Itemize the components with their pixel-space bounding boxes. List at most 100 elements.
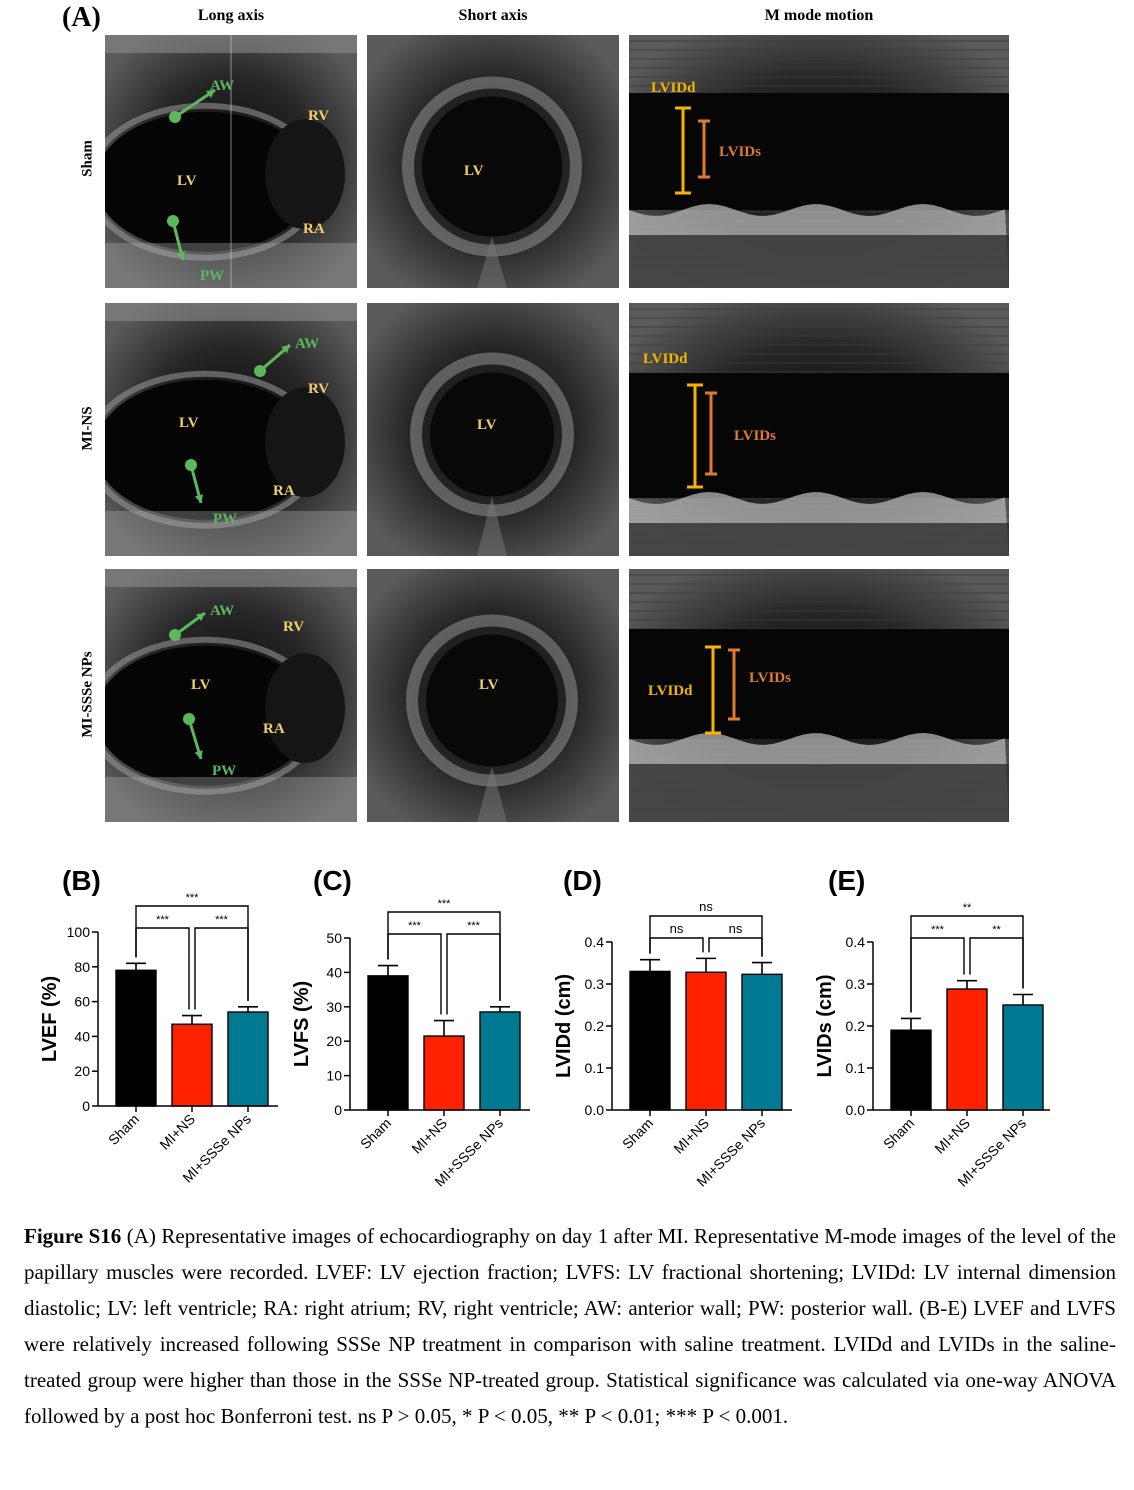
- lvids-caliper: [705, 391, 717, 476]
- echo-image-sham-m-mode: LVIDd LVIDs: [629, 35, 1009, 288]
- x-tick-label: MI+NS: [931, 1115, 973, 1157]
- label-pw: PW: [213, 511, 237, 527]
- significance-label: ***: [186, 892, 200, 904]
- echo-image-mi-ns-m-mode: LVIDd LVIDs: [629, 303, 1009, 556]
- significance-label: ***: [438, 898, 452, 910]
- significance-bracket: ns: [708, 921, 763, 957]
- bar-mi-ns: [171, 1023, 213, 1107]
- y-tick-label: 0.3: [585, 976, 605, 992]
- y-tick-label: 0: [82, 1098, 90, 1114]
- pw-arrow: [185, 459, 204, 504]
- panel-letter: (C): [313, 865, 352, 896]
- pw-arrow: [167, 215, 186, 261]
- significance-label: ***: [408, 920, 422, 932]
- bar-chart-e: (E) 0.0 0.1 0.2 0.3 0.4 LVIDs (cm) Sham MI+NS MI+…: [800, 860, 1053, 1205]
- significance-bracket: ***: [446, 920, 501, 1015]
- column-header-short-axis: Short axis: [458, 7, 528, 24]
- label-lvidd: LVIDd: [643, 351, 688, 367]
- significance-label: **: [992, 924, 1001, 936]
- significance-bracket: ns: [649, 921, 704, 954]
- bar-mi-ssse-nps: [227, 1011, 269, 1107]
- significance-bracket: ***: [135, 892, 249, 1001]
- label-lv: LV: [464, 163, 484, 179]
- lvidd-caliper: [705, 645, 721, 735]
- y-axis-label: LVFS (%): [291, 981, 313, 1067]
- label-lv: LV: [191, 677, 211, 693]
- significance-bracket: **: [910, 902, 1024, 1013]
- label-pw: PW: [212, 763, 236, 779]
- lvids-caliper: [728, 648, 740, 721]
- y-axis-label: LVIDs (cm): [814, 975, 836, 1078]
- echo-image-mi-ns-long-axis: AW RV LV RA PW: [105, 303, 357, 556]
- bar-mi-ssse-nps: [479, 1011, 521, 1111]
- label-aw: AW: [210, 78, 234, 94]
- significance-label: ns: [670, 921, 684, 936]
- label-rv: RV: [308, 381, 329, 397]
- bar-chart-d: (D) 0.0 0.1 0.2 0.3 0.4 LVIDd (cm) Sham MI+NS MI+…: [545, 860, 795, 1205]
- y-tick-label: 0.2: [846, 1018, 866, 1034]
- label-aw: AW: [210, 603, 234, 619]
- y-tick-label: 0.4: [585, 934, 605, 950]
- y-tick-label: 0.1: [585, 1060, 605, 1076]
- x-tick-label: MI+NS: [156, 1111, 198, 1153]
- caption-text: (A) Representative images of echocardiog…: [24, 1224, 1116, 1428]
- panel-letter: (B): [62, 865, 101, 896]
- significance-bracket: ***: [194, 914, 249, 1010]
- row-header-mi-ssse: MI-SSSe NPs: [79, 651, 96, 738]
- aw-arrow: [169, 611, 206, 641]
- label-lvids: LVIDs: [719, 144, 761, 160]
- x-tick-label: MI+NS: [408, 1115, 450, 1157]
- significance-label: ns: [729, 921, 743, 936]
- significance-label: ***: [467, 920, 481, 932]
- label-ra: RA: [263, 721, 285, 737]
- y-tick-label: 0.4: [846, 934, 866, 950]
- lvidd-caliper: [687, 383, 703, 489]
- echo-image-mi-ssse-m-mode: LVIDd LVIDs: [629, 569, 1009, 822]
- label-rv: RV: [283, 619, 304, 635]
- row-header-sham: Sham: [79, 140, 96, 177]
- significance-bracket: ns: [649, 899, 763, 957]
- x-tick-label: MI+NS: [670, 1115, 712, 1157]
- label-aw: AW: [295, 336, 319, 352]
- y-tick-label: 0.0: [585, 1102, 605, 1118]
- y-tick-label: 50: [326, 930, 342, 946]
- bar-sham: [115, 969, 157, 1107]
- y-tick-label: 80: [74, 959, 90, 975]
- bar-mi-ns: [946, 988, 988, 1111]
- aw-arrow: [254, 343, 291, 377]
- bar-sham: [367, 975, 409, 1111]
- bar-mi-ns: [423, 1035, 465, 1111]
- y-tick-label: 0: [334, 1102, 342, 1118]
- label-lv: LV: [479, 677, 499, 693]
- figure-caption: Figure S16 (A) Representative images of …: [24, 1218, 1116, 1434]
- x-tick-label: Sham: [880, 1115, 917, 1152]
- label-ra: RA: [273, 483, 295, 499]
- label-pw: PW: [200, 268, 224, 284]
- significance-label: **: [963, 902, 972, 914]
- echo-image-mi-ns-short-axis: LV: [367, 303, 619, 556]
- x-tick-label: Sham: [105, 1111, 142, 1148]
- lvids-caliper: [698, 119, 710, 179]
- y-tick-label: 0.3: [846, 976, 866, 992]
- panel-a-letter: (A): [62, 2, 101, 33]
- y-tick-label: 60: [74, 994, 90, 1010]
- y-axis-label: LVIDd (cm): [553, 974, 575, 1078]
- y-axis-label: LVEF (%): [39, 976, 61, 1062]
- significance-label: ***: [931, 924, 945, 936]
- label-lvidd: LVIDd: [651, 80, 696, 96]
- aw-arrow: [169, 88, 216, 123]
- echo-image-mi-ssse-long-axis: AW RV LV RA PW: [105, 569, 357, 822]
- bar-sham: [629, 970, 671, 1111]
- y-tick-label: 0.2: [585, 1018, 605, 1034]
- bar-chart-b: (B) 0 20 40 60 80 100 LVEF (%) Sham MI+NS MI+SSSe …: [30, 860, 290, 1205]
- echo-image-sham-long-axis: AW RV LV RA PW: [105, 35, 357, 288]
- row-header-mi-ns: MI-NS: [79, 406, 96, 451]
- y-tick-label: 100: [67, 924, 91, 940]
- echo-image-mi-ssse-short-axis: LV: [367, 569, 619, 822]
- label-lv: LV: [179, 415, 199, 431]
- significance-bracket: ***: [387, 898, 501, 1001]
- y-tick-label: 20: [74, 1063, 90, 1079]
- x-tick-label: Sham: [619, 1115, 656, 1152]
- y-tick-label: 0.0: [846, 1102, 866, 1118]
- pw-arrow: [183, 713, 203, 760]
